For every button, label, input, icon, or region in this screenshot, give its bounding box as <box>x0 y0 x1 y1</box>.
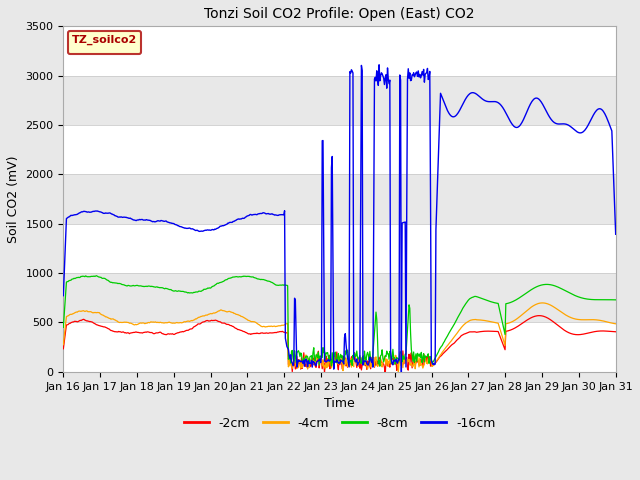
Title: Tonzi Soil CO2 Profile: Open (East) CO2: Tonzi Soil CO2 Profile: Open (East) CO2 <box>204 7 475 21</box>
Bar <box>63 26 616 76</box>
Bar <box>63 224 616 273</box>
Bar <box>63 323 616 372</box>
X-axis label: Time: Time <box>324 397 355 410</box>
Legend: -2cm, -4cm, -8cm, -16cm: -2cm, -4cm, -8cm, -16cm <box>179 412 500 434</box>
Y-axis label: Soil CO2 (mV): Soil CO2 (mV) <box>7 156 20 243</box>
Bar <box>63 125 616 174</box>
